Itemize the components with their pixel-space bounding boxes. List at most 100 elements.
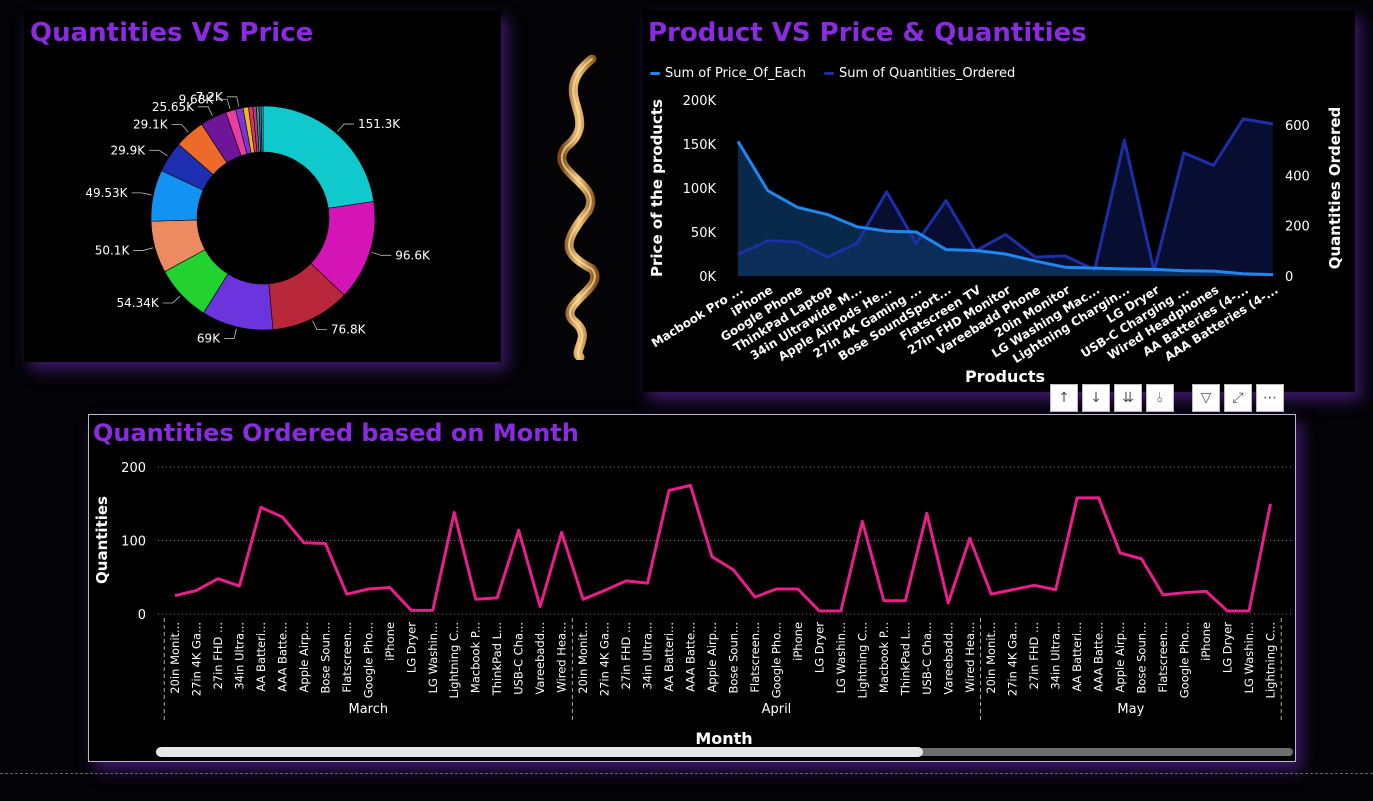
x-tick-label: LG Dryer [1221, 622, 1235, 673]
x-tick-label: Apple Airp... [1113, 622, 1127, 692]
donut-data-label: 7.2K [196, 90, 224, 104]
y2-tick-label: 0 [1285, 270, 1293, 285]
y2-tick-label: 200 [1285, 220, 1310, 235]
x-tick-label: Flatscreen... [748, 622, 762, 693]
donut-leader-line [337, 123, 354, 132]
y-tick-label: 50K [691, 226, 717, 241]
donut-leader-line [312, 320, 327, 331]
y2-tick-label: 400 [1285, 169, 1310, 184]
x-tick-label: AA Batteri... [1070, 622, 1084, 692]
quantities-line [737, 117, 1274, 273]
month-group-label: April [762, 702, 792, 717]
x-tick-label: Flatscreen... [340, 622, 354, 693]
y-tick-label: 0K [699, 270, 716, 285]
monthly-panel: Quantities Ordered based on Month [88, 414, 1296, 762]
y-tick-label: 200K [683, 94, 717, 109]
x-tick-label: Apple Airp... [297, 622, 311, 692]
x-tick-label: Google Pho... [361, 622, 375, 698]
combo-legend[interactable]: Sum of Price_Of_Each Sum of Quantities_O… [650, 66, 1015, 81]
donut-leader-line [131, 192, 152, 196]
x-tick-label: Lightning C... [855, 622, 869, 698]
x-tick-label: LG Washin... [426, 622, 440, 693]
donut-data-label: 76.8K [331, 323, 367, 337]
monthly-title: Quantities Ordered based on Month [93, 419, 579, 447]
y-tick-label: 0 [138, 608, 146, 623]
donut-data-label: 9.68K [179, 92, 215, 106]
legend-item-quantities[interactable]: Sum of Quantities_Ordered [824, 66, 1015, 81]
x-tick-label: AA Batteri... [254, 622, 268, 692]
expand-hierarchy-icon[interactable]: ⫰ [1146, 384, 1174, 412]
x-tick-label: ThinkPad L... [898, 622, 912, 696]
x-tick-label: USB-C Cha... [512, 622, 526, 695]
focus-mode-icon[interactable]: ⤢ [1224, 384, 1252, 412]
x-axis-title: Month [695, 729, 752, 748]
x-tick-label: ThinkPad L... [490, 622, 504, 696]
x-tick-label: 34in Ultra... [641, 622, 655, 690]
double-arrow-down-icon[interactable]: ⇊ [1114, 384, 1142, 412]
donut-data-label: 96.6K [395, 248, 431, 262]
donut-data-label: 151.3K [358, 117, 401, 131]
arrow-down-icon[interactable]: ↓ [1082, 384, 1110, 412]
horizontal-scrollbar-thumb[interactable] [156, 747, 923, 757]
y2-axis-title: Quantities Ordered [1326, 107, 1344, 270]
x-tick-label: iPhone [383, 622, 397, 661]
x-tick-label: AA Batteri... [662, 622, 676, 692]
donut-data-label: 29.9K [110, 143, 146, 157]
donut-leader-line [133, 247, 154, 251]
x-tick-label: Flatscreen... [1156, 622, 1170, 693]
donut-leader-line [224, 328, 237, 339]
y2-tick-label: 600 [1285, 119, 1310, 134]
donut-data-label: 54.34K [117, 296, 160, 310]
x-tick-label: Bose Soun... [318, 622, 332, 694]
visual-toolbar: ↑ ↓ ⇊ ⫰ ▽ ⤢ ⋯ [1050, 384, 1284, 412]
donut-data-label: 69K [197, 332, 221, 346]
x-tick-label: AAA Batte... [1092, 622, 1106, 692]
x-tick-label: Bose Soun... [1135, 622, 1149, 694]
donut-data-label: 49.53K [85, 186, 128, 200]
x-tick-label: Lightning C... [1263, 622, 1277, 698]
x-tick-label: AAA Batte... [275, 622, 289, 692]
x-tick-label: AAA Batte... [684, 622, 698, 692]
price-area [738, 141, 1273, 276]
donut-leader-line [371, 251, 392, 256]
page-divider [0, 773, 1373, 774]
toolbar-gap [1178, 384, 1188, 412]
x-tick-label: Bose Soun... [726, 622, 740, 694]
x-tick-label: LG Dryer [812, 622, 826, 673]
x-tick-label: 27in 4K Ga... [1006, 622, 1020, 696]
x-tick-label: Google Pho... [1178, 622, 1192, 698]
x-tick-label: Vareebadd... [533, 622, 547, 695]
x-tick-label: 20in Monit... [576, 622, 590, 694]
x-tick-label: Wired Hea... [555, 622, 569, 693]
legend-swatch-price [650, 72, 660, 75]
x-tick-label: Google Pho... [769, 622, 783, 698]
decorative-ribbon [557, 55, 600, 360]
x-tick-label: Macbook P... [877, 622, 891, 693]
donut-leader-line [171, 124, 189, 133]
y-tick-label: 200 [121, 461, 146, 476]
quantities-line [174, 483, 1272, 613]
x-tick-label: LG Washin... [1242, 622, 1256, 693]
donut-slice [262, 105, 375, 209]
x-tick-label: 27in 4K Ga... [189, 622, 203, 696]
filter-icon[interactable]: ▽ [1192, 384, 1220, 412]
donut-data-label: 50.1K [95, 243, 131, 257]
x-tick-label: LG Dryer [404, 622, 418, 673]
x-tick-label: 27in FHD ... [211, 622, 225, 690]
more-options-icon[interactable]: ⋯ [1256, 384, 1284, 412]
donut-leader-line [226, 96, 240, 107]
arrow-up-icon[interactable]: ↑ [1050, 384, 1078, 412]
donut-title: Quantities VS Price [30, 18, 314, 48]
legend-item-price[interactable]: Sum of Price_Of_Each [650, 66, 806, 81]
donut-chart: 151.3K 96.6K 76.8K 69K 54.34K 50.1K 49.53K 29.9… [85, 90, 431, 346]
x-tick-label: 20in Monit... [984, 622, 998, 694]
donut-leader-line [198, 106, 213, 116]
monthly-chart: 0 100 200 20in Monit... 27in 4K Ga... 27in FH… [93, 461, 1293, 748]
donut-data-label: 29.1K [133, 117, 169, 131]
x-tick-label: 27in FHD ... [619, 622, 633, 690]
price-line [736, 140, 1274, 277]
y-tick-label: 100K [683, 182, 717, 197]
combo-title: Product VS Price & Quantities [648, 18, 1087, 48]
month-group-label: March [348, 702, 388, 717]
